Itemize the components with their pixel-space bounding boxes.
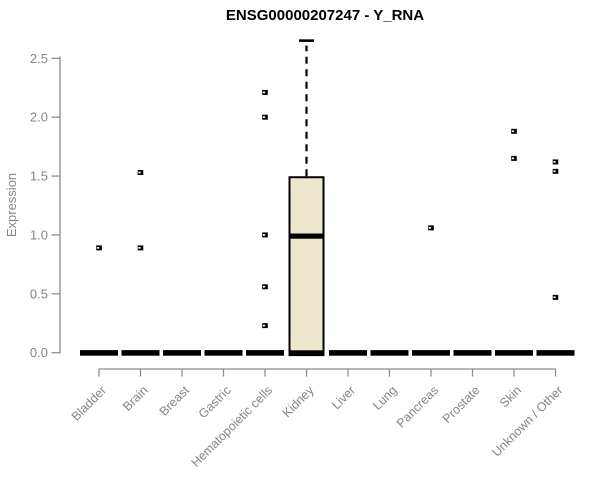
outlier-point-hole [262, 285, 266, 288]
outlier-point-hole [138, 246, 141, 249]
y-tick-label: 0.5 [30, 286, 48, 301]
y-axis-title: Expression [4, 173, 19, 237]
median-line [289, 233, 324, 239]
x-category-label: Bladder [69, 383, 109, 423]
x-category-label: Lung [370, 383, 400, 413]
boxplot-flat-bar [121, 350, 160, 356]
boxplot-flat-bar [370, 350, 409, 356]
outlier-point-hole [262, 91, 266, 94]
outlier-point-hole [262, 234, 266, 236]
y-tick-label: 2.5 [30, 51, 48, 66]
x-category-label: Liver [329, 383, 358, 412]
outlier-point-hole [553, 170, 556, 173]
boxplot-flat-bar [246, 350, 284, 356]
boxplot-flat-bar [80, 350, 118, 356]
x-category-label: Prostate [440, 383, 483, 426]
box-body [288, 176, 325, 354]
x-category-label: Unknown / Other [489, 383, 565, 459]
y-tick-label: 0.0 [30, 345, 48, 360]
outlier-point-hole [138, 171, 141, 174]
outlier-point-hole [428, 226, 432, 229]
outlier-point-hole [511, 157, 515, 160]
outlier-point-hole [262, 116, 266, 118]
outlier-point-hole [96, 246, 100, 249]
boxplot-flat-bar [204, 350, 243, 356]
boxplot-flat-bar [453, 350, 492, 356]
boxplot-flat-bar [495, 350, 533, 356]
x-category-label: Skin [497, 383, 524, 410]
boxplot-flat-bar [163, 350, 201, 356]
x-category-label: Breast [157, 383, 193, 419]
y-tick-label: 1.5 [30, 169, 48, 184]
plot-area: 0.0 0.5 1.0 1.5 2.0 2.5 Expression Bladder Brain… [4, 39, 575, 470]
outlier-point-hole [262, 324, 266, 327]
chart-title: ENSG00000207247 - Y_RNA [226, 7, 424, 24]
x-category-label: Brain [120, 383, 151, 414]
outlier-point-hole [511, 130, 515, 133]
x-category-label: Gastric [196, 383, 234, 421]
x-category-label: Kidney [280, 383, 317, 420]
outlier-point-hole [553, 161, 556, 163]
boxplot-flat-bar [536, 350, 575, 356]
y-tick-label: 2.0 [30, 110, 48, 125]
boxplot-flat-bar [412, 350, 450, 356]
boxplot-flat-bar [329, 350, 367, 356]
outlier-point-hole [553, 296, 556, 299]
x-category-label: Pancreas [394, 383, 441, 430]
y-tick-label: 1.0 [30, 227, 48, 242]
zero-bar [288, 350, 325, 357]
x-category-label: Hematopoietic cells [189, 383, 276, 470]
